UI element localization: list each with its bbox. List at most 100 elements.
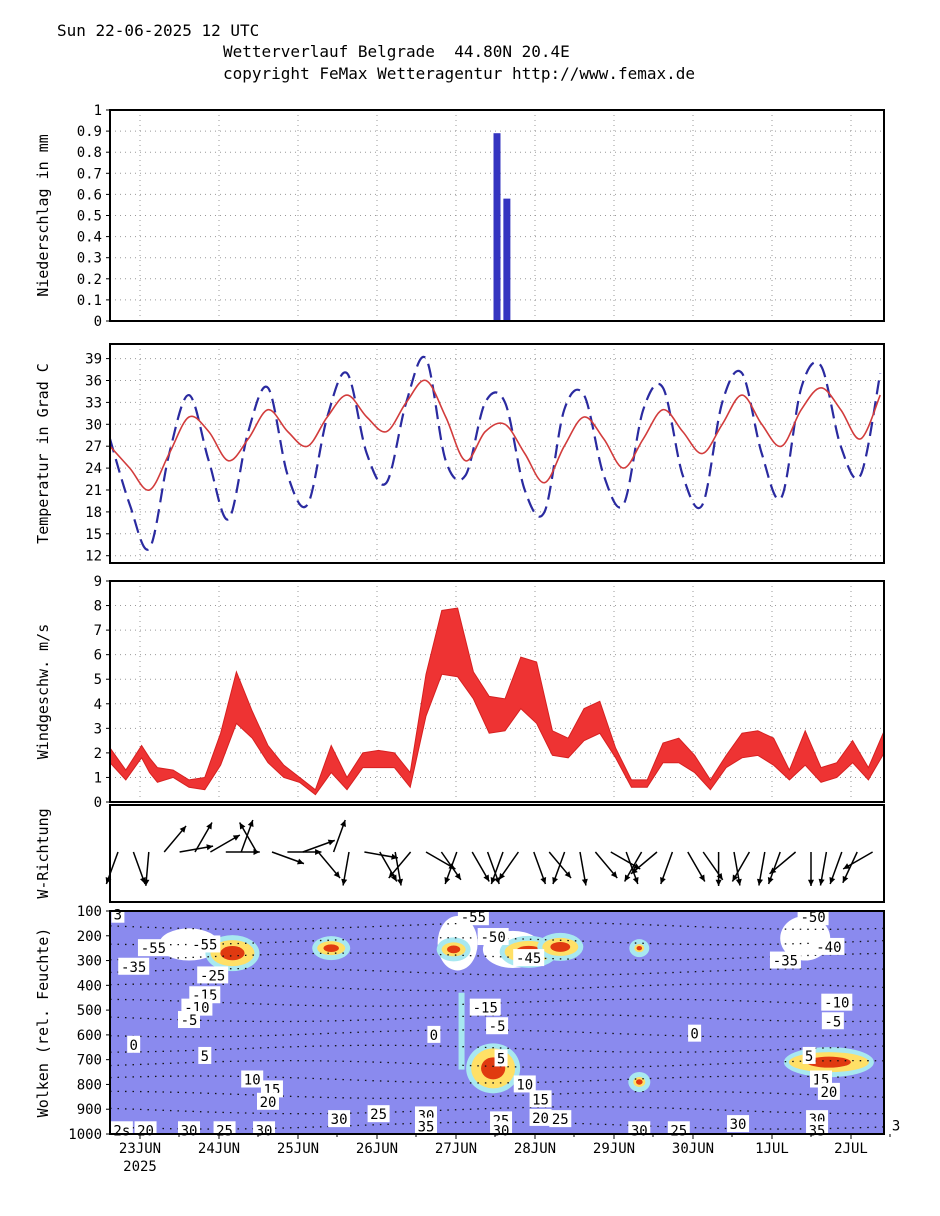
isotherm-contour bbox=[109, 1029, 885, 1038]
contour-label: -45 bbox=[516, 951, 541, 967]
isotherm-contour bbox=[109, 1121, 885, 1130]
contour-label-box bbox=[118, 957, 150, 975]
contour-label-box bbox=[688, 1024, 702, 1042]
contour-label: -25 bbox=[200, 968, 225, 984]
y-tick-label: 18 bbox=[85, 505, 102, 521]
y-tick-label: 9 bbox=[94, 574, 102, 590]
x-tick-label: 23JUN bbox=[119, 1141, 161, 1157]
wind-arrow-head bbox=[490, 876, 497, 884]
y-tick-label: 100 bbox=[77, 904, 102, 920]
cloud-core bbox=[447, 945, 461, 954]
isotherm-contour bbox=[109, 1044, 885, 1053]
cloud-core bbox=[220, 945, 245, 961]
contour-label-box bbox=[889, 1116, 903, 1134]
wind-arrow-head bbox=[843, 863, 851, 869]
panel-frame bbox=[109, 109, 885, 322]
contour-label: 5 bbox=[497, 1051, 505, 1067]
y-axis-label: Niederschlag in mm bbox=[34, 134, 52, 297]
contour-label: -5 bbox=[181, 1013, 198, 1029]
isotherm-contour bbox=[109, 921, 885, 930]
y-tick-label: 15 bbox=[85, 527, 102, 543]
y-tick-label: 3 bbox=[94, 721, 102, 737]
y-tick-label: 0.4 bbox=[77, 230, 102, 246]
contour-label-box bbox=[367, 1105, 390, 1123]
contour-label: 30 bbox=[730, 1117, 747, 1133]
wind-arrow-head bbox=[444, 876, 451, 884]
wind-arrow-head bbox=[391, 874, 397, 882]
y-tick-label: 12 bbox=[85, 549, 102, 565]
contour-label: 25 bbox=[552, 1112, 569, 1128]
wind-arrow-head bbox=[630, 867, 638, 874]
y-tick-label: 800 bbox=[77, 1077, 102, 1093]
contour-label-box bbox=[769, 951, 801, 969]
y-tick-label: 5 bbox=[94, 672, 102, 688]
wind-arrow-head bbox=[327, 839, 335, 846]
isotherm-contour bbox=[109, 1013, 885, 1023]
contour-label-box bbox=[415, 1117, 437, 1135]
x-tick-label: 27JUN bbox=[435, 1141, 477, 1157]
wind-arrow-head bbox=[610, 871, 618, 879]
contour-label-box bbox=[328, 1110, 351, 1128]
contour-label-box bbox=[529, 1090, 552, 1108]
contour-label: -50 bbox=[481, 930, 506, 946]
isotherm-contour bbox=[109, 967, 885, 977]
y-tick-label: 0.1 bbox=[77, 293, 102, 309]
wind-arrow-head bbox=[140, 876, 146, 884]
wind-arrow-head bbox=[143, 879, 150, 886]
isotherm-contour bbox=[109, 998, 885, 1007]
wind-arrow-head bbox=[239, 822, 246, 830]
wind-arrow-head bbox=[732, 874, 739, 882]
contour-label: 15 bbox=[532, 1092, 549, 1108]
isotherm-contour bbox=[109, 1106, 885, 1115]
y-tick-label: 0.6 bbox=[77, 187, 102, 203]
contour-label-box bbox=[821, 1012, 844, 1030]
y-tick-label: 200 bbox=[77, 929, 102, 945]
contour-label-box bbox=[198, 1046, 212, 1064]
wind-arrow-head bbox=[842, 875, 849, 883]
wind-arrow-head bbox=[660, 876, 666, 884]
contour-label-box bbox=[486, 1017, 509, 1035]
contour-label: 25 bbox=[370, 1107, 387, 1123]
wind-arrow-head bbox=[253, 848, 260, 856]
wind-arrow-head bbox=[232, 835, 240, 841]
y-tick-label: 24 bbox=[85, 461, 102, 477]
contour-label-box bbox=[513, 1075, 536, 1093]
contour-label-box bbox=[817, 1082, 840, 1100]
y-tick-label: 600 bbox=[77, 1028, 102, 1044]
y-tick-label: 6 bbox=[94, 648, 102, 664]
contour-label: 30 bbox=[181, 1123, 198, 1139]
contour-label: -55 bbox=[461, 910, 486, 926]
x-tick-label: 1JUL bbox=[755, 1141, 789, 1157]
wind-arrow-head bbox=[715, 879, 722, 886]
contour-label: 20 bbox=[532, 1111, 549, 1127]
wind-arrow-head bbox=[494, 876, 500, 884]
wind-arrow-head bbox=[818, 878, 825, 886]
x-year-label: 2025 bbox=[123, 1159, 157, 1175]
contour-label-box bbox=[727, 1115, 750, 1133]
wind-speed-band bbox=[109, 607, 885, 796]
contour-label: 20 bbox=[820, 1085, 837, 1101]
temp-series-mean bbox=[109, 379, 881, 491]
contour-label-box bbox=[197, 966, 229, 984]
x-tick-label: 26JUN bbox=[356, 1141, 398, 1157]
panel-frame bbox=[109, 804, 885, 903]
copyright-label: copyright FeMax Wetteragentur http://www… bbox=[223, 64, 696, 83]
wind-arrow-head bbox=[206, 822, 212, 830]
y-tick-label: 36 bbox=[85, 374, 102, 390]
contour-label: -35 bbox=[121, 960, 146, 976]
wind-arrow-head bbox=[540, 876, 547, 884]
contour-label: 0 bbox=[430, 1028, 438, 1044]
contour-label: 5 bbox=[201, 1049, 209, 1065]
x-tick-label: 24JUN bbox=[198, 1141, 240, 1157]
wind-arrow-head bbox=[341, 878, 348, 886]
wind-arrow-head bbox=[769, 867, 777, 874]
wind-arrow-head bbox=[179, 825, 187, 833]
isotherm-contour bbox=[109, 1090, 885, 1099]
cloud-core bbox=[550, 941, 571, 952]
contour-label: 20 bbox=[260, 1095, 277, 1111]
y-tick-label: 8 bbox=[94, 599, 102, 615]
contour-label: 30 bbox=[331, 1112, 348, 1128]
y-tick-label: 700 bbox=[77, 1053, 102, 1069]
y-tick-label: 33 bbox=[85, 395, 102, 411]
